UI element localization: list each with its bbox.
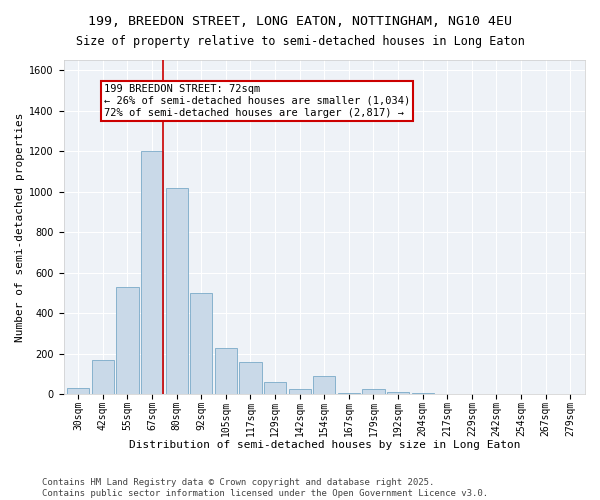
Bar	[215, 348, 237, 395]
Bar	[239, 362, 262, 394]
Bar	[264, 382, 286, 394]
Bar	[190, 293, 212, 394]
Bar	[289, 390, 311, 394]
X-axis label: Distribution of semi-detached houses by size in Long Eaton: Distribution of semi-detached houses by …	[128, 440, 520, 450]
Bar	[67, 388, 89, 394]
Bar	[387, 392, 409, 394]
Bar	[313, 376, 335, 394]
Bar	[116, 287, 139, 395]
Bar	[141, 151, 163, 394]
Text: 199, BREEDON STREET, LONG EATON, NOTTINGHAM, NG10 4EU: 199, BREEDON STREET, LONG EATON, NOTTING…	[88, 15, 512, 28]
Bar	[92, 360, 114, 394]
Text: 199 BREEDON STREET: 72sqm
← 26% of semi-detached houses are smaller (1,034)
72% : 199 BREEDON STREET: 72sqm ← 26% of semi-…	[104, 84, 410, 117]
Text: Contains HM Land Registry data © Crown copyright and database right 2025.
Contai: Contains HM Land Registry data © Crown c…	[42, 478, 488, 498]
Text: Size of property relative to semi-detached houses in Long Eaton: Size of property relative to semi-detach…	[76, 35, 524, 48]
Bar	[362, 390, 385, 394]
Bar	[166, 188, 188, 394]
Y-axis label: Number of semi-detached properties: Number of semi-detached properties	[15, 112, 25, 342]
